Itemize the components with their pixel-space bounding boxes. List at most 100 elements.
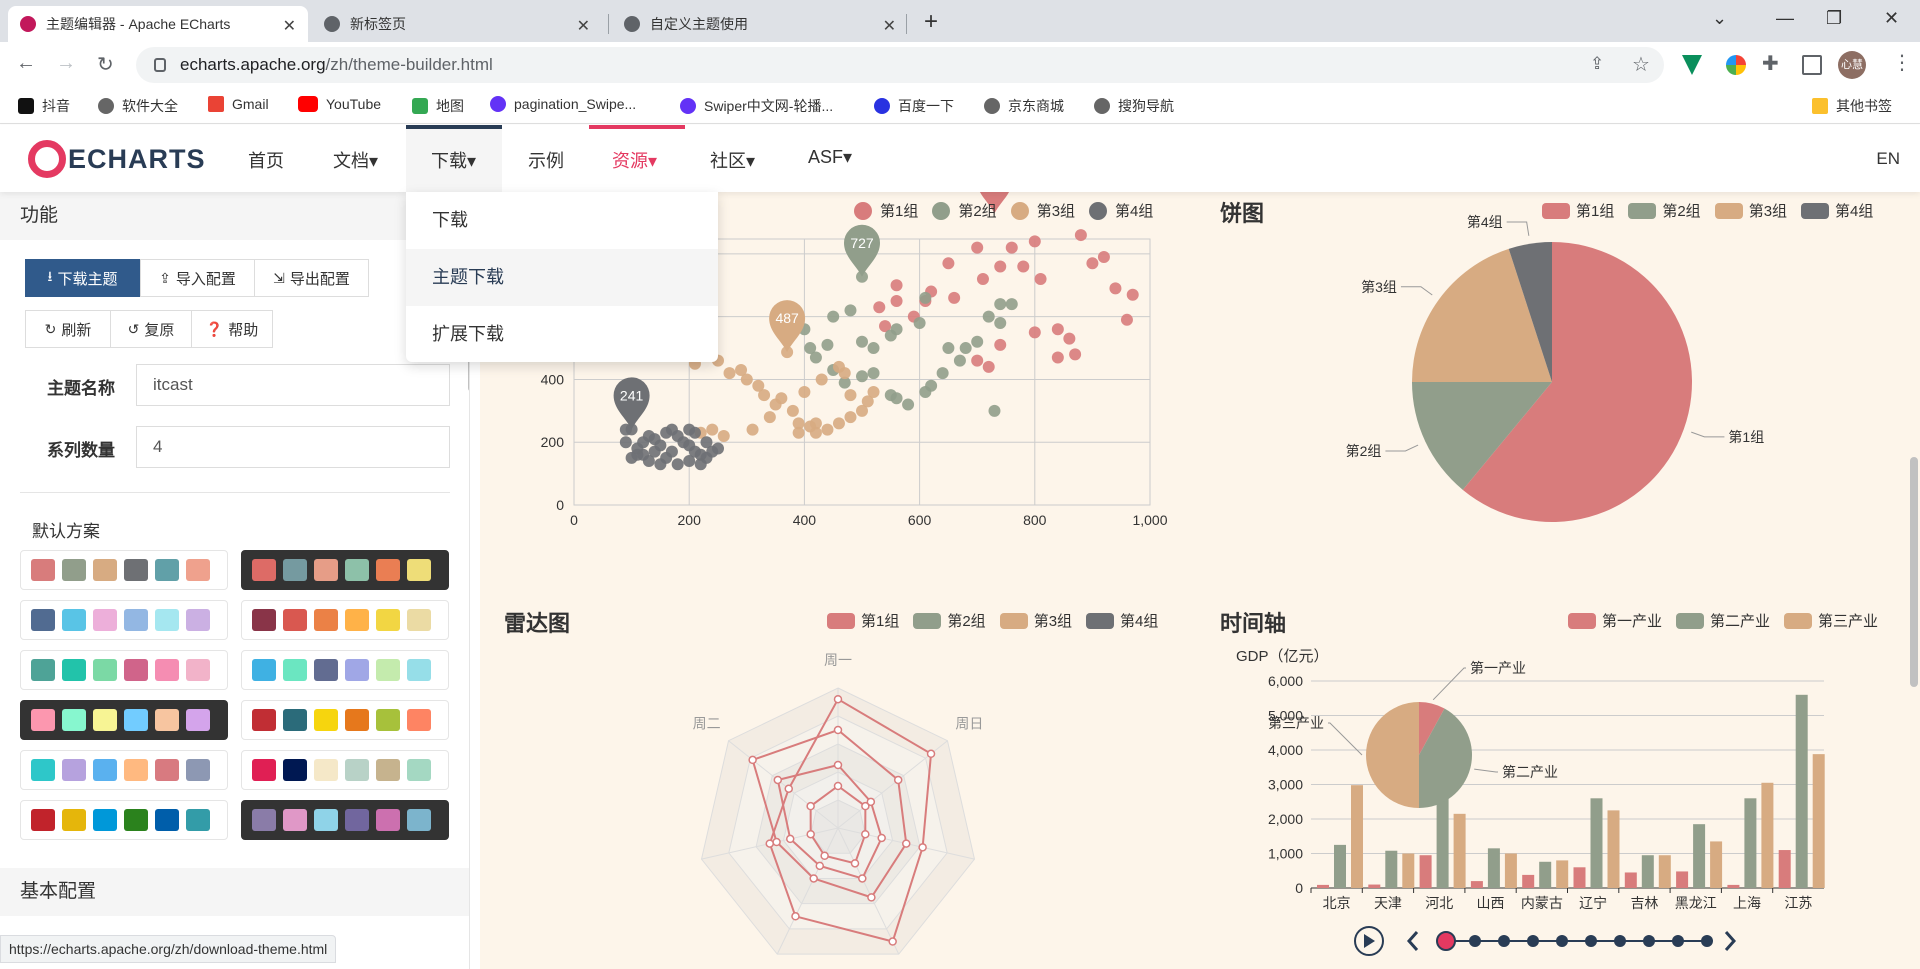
close-icon[interactable]: ✕ [282, 18, 296, 35]
menu-kebab-icon[interactable]: ⋮ [1892, 52, 1912, 74]
bookmark-item[interactable]: 抖音 [18, 96, 70, 116]
share-icon[interactable]: ⇪ [1590, 54, 1605, 73]
bookmark-item[interactable]: Swiper中文网-轮播... [680, 96, 833, 116]
bookmark-item[interactable]: Gmail [208, 96, 269, 112]
color-scheme-option[interactable] [20, 650, 228, 690]
forward-arrow-icon[interactable]: → [56, 52, 76, 74]
radar-point [858, 874, 867, 883]
color-scheme-option[interactable] [241, 700, 449, 740]
legend-item[interactable]: 第4组 [1801, 200, 1873, 221]
menu-item-extension-download[interactable]: 扩展下载 [432, 324, 504, 344]
new-tab-plus-icon[interactable]: + [924, 8, 939, 35]
section-function-header[interactable]: 功能 [0, 192, 469, 240]
browser-tab[interactable]: 自定义主题使用 ✕ [612, 6, 908, 42]
color-scheme-option[interactable] [241, 750, 449, 790]
echarts-logo[interactable]: ECHARTS [28, 140, 206, 178]
bookmark-item[interactable]: 百度一下 [874, 96, 954, 116]
panel-scrollbar[interactable] [468, 352, 469, 392]
page-scrollbar[interactable] [1910, 457, 1918, 687]
close-icon[interactable]: ✕ [882, 18, 896, 35]
color-scheme-option[interactable] [241, 800, 449, 840]
url-input[interactable]: echarts.apache.org/zh/theme-builder.html [136, 47, 1664, 83]
bookmark-item[interactable]: 地图 [412, 96, 464, 116]
marker-label: 727 [850, 235, 874, 251]
legend-item[interactable]: 第1组 [854, 200, 918, 221]
scatter-point [1051, 351, 1064, 364]
legend-item[interactable]: 第2组 [932, 200, 997, 221]
nav-download[interactable]: 下载▾ [431, 151, 477, 171]
legend-item[interactable]: 第三产业 [1784, 610, 1878, 631]
color-scheme-option[interactable] [20, 700, 228, 740]
reload-icon[interactable]: ↻ [97, 54, 114, 76]
download-theme-button[interactable]: ⭳ 下载主题 [25, 259, 140, 297]
nav-asf[interactable]: ASF▾ [808, 147, 853, 167]
menu-item-theme-download[interactable]: 主题下载 [406, 249, 718, 306]
radar-indicator-label: 周一 [824, 652, 852, 668]
legend-item[interactable]: 第3组 [1010, 200, 1075, 221]
extension-color-icon[interactable] [1726, 55, 1746, 75]
nav-resources[interactable]: 资源▾ [612, 151, 658, 171]
menu-item-download[interactable]: 下载 [432, 210, 468, 230]
bookmark-item[interactable]: 京东商城 [984, 96, 1064, 116]
bookmark-item[interactable]: 软件大全 [98, 96, 178, 116]
legend-item[interactable]: 第2组 [913, 610, 986, 631]
sidepanel-icon[interactable] [1802, 55, 1822, 75]
bar-mark [1590, 798, 1603, 888]
bookmark-item[interactable]: 搜狗导航 [1094, 96, 1174, 116]
vue-devtools-icon[interactable] [1682, 55, 1702, 75]
legend-item[interactable]: 第3组 [1714, 200, 1787, 221]
import-config-button[interactable]: ⇪ 导入配置 [140, 259, 255, 297]
minimize-icon[interactable]: — [1776, 8, 1794, 28]
language-switch[interactable]: EN [1876, 149, 1900, 168]
close-icon[interactable]: ✕ [576, 18, 590, 35]
color-scheme-option[interactable] [241, 550, 449, 590]
nav-docs[interactable]: 文档▾ [333, 151, 379, 171]
other-bookmarks[interactable]: 其他书签 [1812, 96, 1892, 116]
nav-examples[interactable]: 示例 [528, 151, 564, 171]
bookmark-item[interactable]: YouTube [298, 96, 381, 112]
nav-home[interactable]: 首页 [248, 151, 284, 171]
color-scheme-option[interactable] [20, 800, 228, 840]
nav-community[interactable]: 社区▾ [710, 151, 756, 171]
export-config-button[interactable]: ⇲ 导出配置 [254, 259, 369, 297]
color-swatch [31, 559, 55, 581]
extensions-puzzle-icon[interactable]: ✚ [1762, 53, 1779, 75]
color-scheme-option[interactable] [20, 600, 228, 640]
window-close-icon[interactable]: ✕ [1884, 8, 1900, 28]
scatter-point [856, 335, 868, 348]
legend-item[interactable]: 第二产业 [1676, 610, 1770, 631]
restore-icon[interactable]: ❐ [1826, 8, 1843, 28]
legend-item[interactable]: 第4组 [1086, 610, 1158, 631]
color-swatch [93, 709, 117, 731]
legend-item[interactable]: 第一产业 [1568, 610, 1662, 631]
series-count-input[interactable]: 4 [136, 426, 450, 468]
tab-search-chevron-icon[interactable]: ⌄ [1712, 8, 1728, 28]
help-button[interactable]: ❓ 帮助 [191, 310, 273, 348]
legend-item[interactable]: 第2组 [1628, 200, 1701, 221]
section-basic-header[interactable]: 基本配置 [0, 868, 469, 916]
scatter-x-tick: 600 [908, 512, 932, 528]
bookmark-item[interactable]: pagination_Swipe... [490, 96, 636, 112]
back-arrow-icon[interactable]: ← [16, 52, 36, 74]
bookmark-star-icon[interactable]: ☆ [1632, 54, 1650, 76]
color-scheme-option[interactable] [241, 600, 449, 640]
legend-item[interactable]: 第4组 [1089, 200, 1153, 221]
radar-point [926, 749, 936, 759]
bar-mark [1436, 786, 1449, 888]
legend-item[interactable]: 第3组 [999, 610, 1072, 631]
scatter-point [982, 360, 995, 373]
color-scheme-option[interactable] [20, 750, 228, 790]
scatter-point [971, 354, 984, 367]
bar-mark [1522, 874, 1535, 888]
reset-button[interactable]: ↺ 复原 [110, 310, 192, 348]
legend-item[interactable]: 第1组 [1542, 200, 1614, 221]
browser-tab-active[interactable]: 主题编辑器 - Apache ECharts ✕ [8, 6, 308, 42]
color-scheme-option[interactable] [241, 650, 449, 690]
refresh-button[interactable]: ↻ 刷新 [25, 310, 111, 348]
bookmark-label: 抖音 [42, 98, 70, 114]
theme-name-input[interactable]: itcast [136, 364, 450, 406]
profile-avatar[interactable]: 心慧 [1838, 51, 1866, 79]
color-scheme-option[interactable] [20, 550, 228, 590]
browser-tab[interactable]: 新标签页 ✕ [312, 6, 602, 42]
legend-item[interactable]: 第1组 [827, 610, 899, 631]
